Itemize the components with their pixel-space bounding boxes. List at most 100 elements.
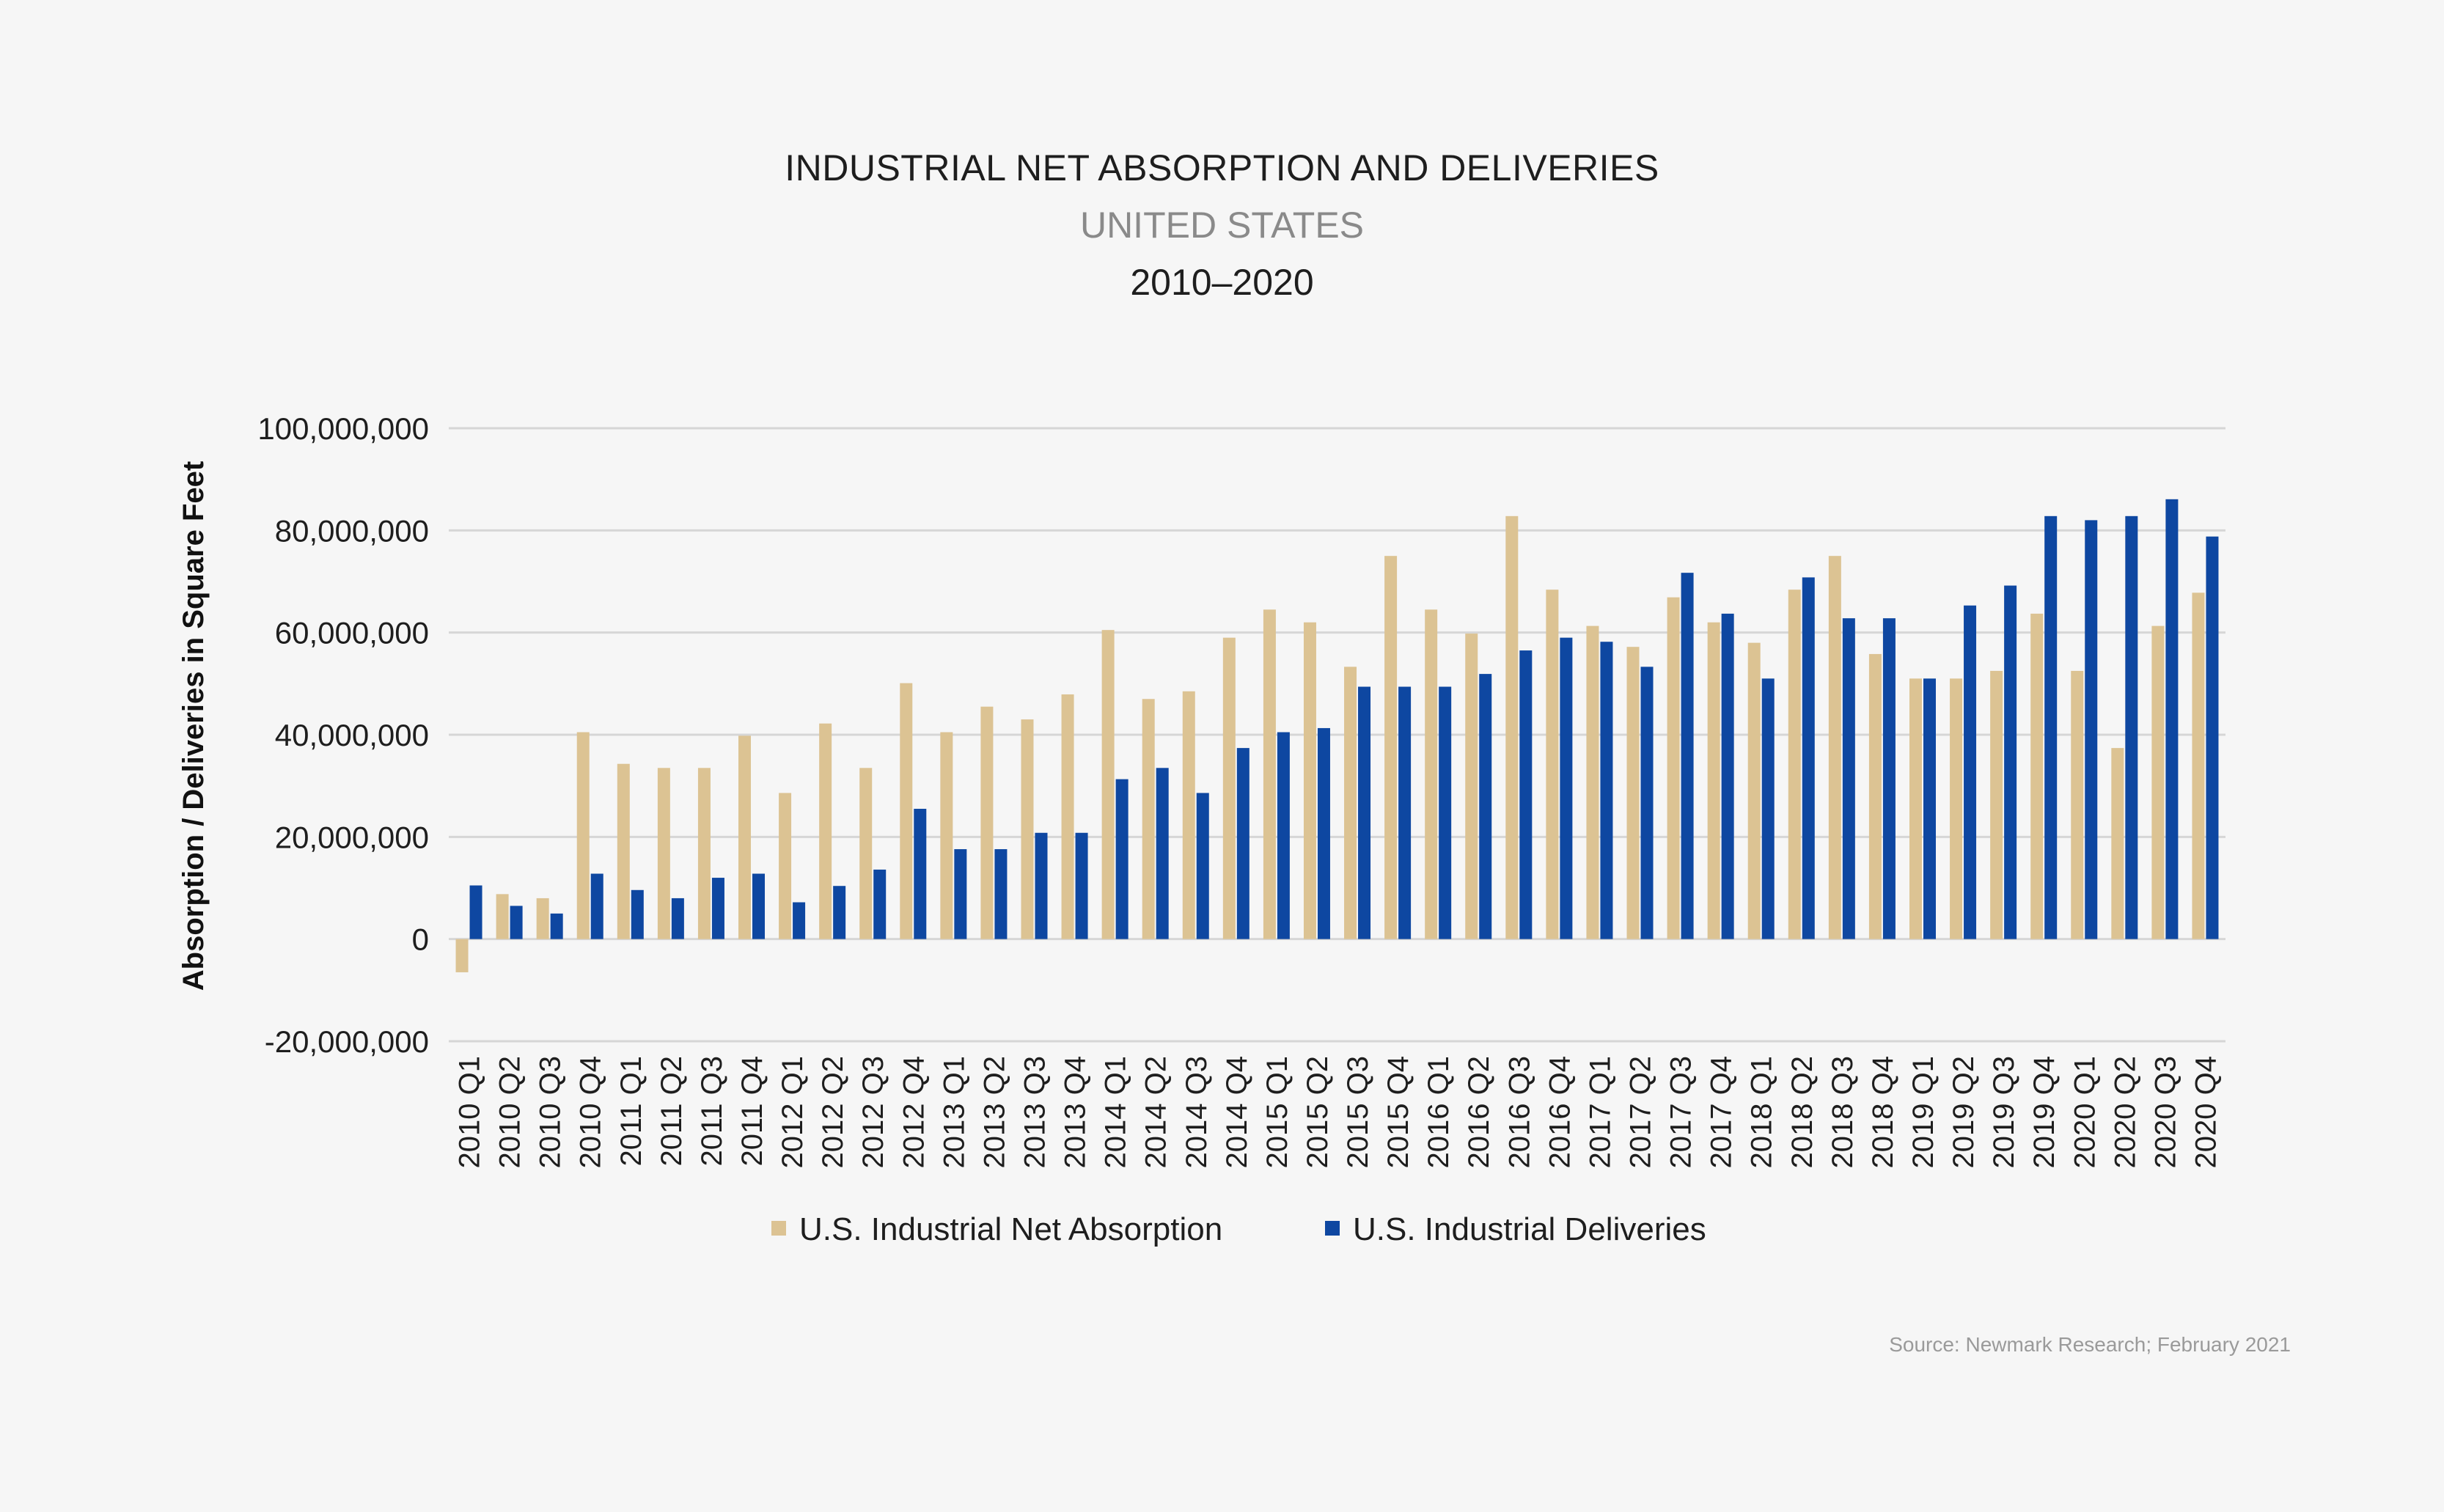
deliveries-bar [1156,768,1169,939]
y-tick-label: 60,000,000 [275,616,429,650]
absorption-bar [1303,622,1316,939]
deliveries-bar [1802,577,1815,939]
deliveries-bar [1721,613,1734,939]
x-tick-label: 2019 Q2 [1948,1056,1980,1168]
absorption-bar [1505,515,1519,939]
chart-period: 2010–2020 [1130,262,1314,303]
x-tick-label: 2014 Q4 [1221,1056,1253,1168]
x-tick-label: 2016 Q1 [1423,1056,1455,1168]
deliveries-bar [1964,605,1977,939]
absorption-bar [1909,678,1922,939]
x-tick-label: 2019 Q1 [1907,1056,1940,1168]
chart-subtitle: UNITED STATES [1079,205,1365,246]
deliveries-bar [1681,573,1694,939]
legend-deliveries-swatch [1325,1221,1340,1236]
deliveries-bar [510,906,523,939]
absorption-bar [1061,694,1074,939]
deliveries-bar [2206,536,2219,939]
absorption-bar [1586,625,1599,939]
absorption-bar [1222,637,1236,939]
x-tick-label: 2012 Q4 [898,1056,930,1168]
x-tick-label: 2020 Q3 [2149,1056,2181,1168]
absorption-bar [2071,670,2084,939]
absorption-bar [1747,642,1761,939]
deliveries-bar [1277,732,1290,939]
x-tick-label: 2020 Q1 [2069,1056,2101,1168]
absorption-bar [1950,678,1963,939]
absorption-bar [536,898,549,939]
deliveries-bar [1560,637,1573,939]
absorption-bar [1868,653,1882,939]
absorption-bar [1546,590,1559,939]
absorption-bar [738,735,752,939]
deliveries-bar [631,889,644,939]
x-tick-label: 2010 Q1 [454,1056,486,1168]
deliveries-bar [1196,793,1209,939]
absorption-bar [1384,556,1398,939]
deliveries-bar [793,902,806,939]
deliveries-bar [1761,678,1775,939]
absorption-bar [1465,634,1478,939]
absorption-bar [2111,748,2124,939]
x-tick-label: 2014 Q2 [1140,1056,1173,1168]
deliveries-bar [711,878,724,939]
chart-titles: INDUSTRIAL NET ABSORPTION AND DELIVERIES… [0,139,2444,311]
x-tick-label: 2018 Q2 [1786,1056,1819,1168]
x-tick-label: 2015 Q1 [1261,1056,1293,1168]
x-tick-label: 2015 Q2 [1302,1056,1334,1168]
x-tick-label: 2017 Q4 [1706,1056,1738,1168]
deliveries-bar [1358,686,1371,939]
deliveries-bar [2044,515,2058,939]
deliveries-bar [1115,779,1129,939]
deliveries-bar [873,869,887,939]
absorption-bar [697,768,711,939]
deliveries-bar [1075,832,1088,939]
x-tick-label: 2018 Q3 [1827,1056,1859,1168]
y-tick-label: 40,000,000 [275,718,429,752]
deliveries-bar [1882,618,1896,939]
chart-title: INDUSTRIAL NET ABSORPTION AND DELIVERIES [785,147,1659,188]
deliveries-bar [2004,585,2017,939]
absorption-bar [576,732,590,939]
x-tick-label: 2012 Q2 [817,1056,849,1168]
deliveries-bar [590,873,603,939]
x-tick-label: 2014 Q1 [1100,1056,1132,1168]
deliveries-bar [1640,667,1654,939]
x-tick-label: 2018 Q1 [1746,1056,1778,1168]
absorption-bar [455,939,469,972]
x-tick-label: 2016 Q2 [1463,1056,1495,1168]
deliveries-bar [1317,727,1330,939]
absorption-bar [2151,625,2165,939]
absorption-bar [940,732,953,939]
deliveries-bar [994,849,1008,939]
y-tick-label: 20,000,000 [275,820,429,854]
x-tick-label: 2013 Q4 [1060,1056,1092,1168]
deliveries-bar [550,913,563,939]
x-tick-label: 2010 Q2 [494,1056,526,1168]
deliveries-bar [2085,520,2098,939]
x-tick-label: 2011 Q3 [696,1056,728,1167]
absorption-bar [657,768,670,939]
deliveries-bar [1236,748,1249,939]
x-tick-label: 2016 Q4 [1544,1056,1576,1168]
absorption-bar [1101,630,1115,939]
x-tick-label: 2013 Q2 [978,1056,1010,1168]
y-axis-label: Absorption / Deliveries in Square Feet [177,461,210,991]
absorption-bar [1626,647,1640,939]
absorption-bar [1707,622,1720,939]
absorption-bar [496,894,509,939]
x-tick-label: 2019 Q3 [1988,1056,2020,1168]
deliveries-bar [954,849,967,939]
deliveries-bar [833,886,846,939]
deliveries-bar [1479,674,1492,939]
absorption-bar [1828,556,1841,939]
absorption-bar [617,763,630,939]
x-tick-label: 2011 Q1 [615,1056,647,1167]
y-tick-label: -20,000,000 [265,1024,429,1059]
x-tick-label: 2015 Q4 [1382,1056,1414,1168]
y-tick-label: 80,000,000 [275,513,429,548]
deliveries-bar [2125,515,2138,939]
absorption-bar [1182,691,1195,939]
deliveries-bar [1398,686,1412,939]
